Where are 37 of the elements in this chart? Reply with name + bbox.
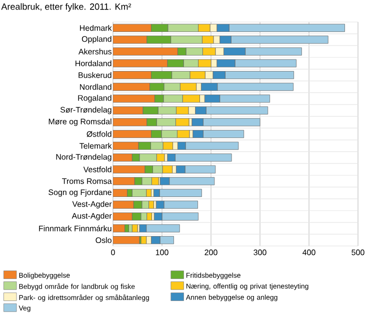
y-tick-label: Aust-Agder — [72, 212, 112, 220]
y-tick-label: Østfold — [86, 130, 112, 137]
y-tick-label: Møre og Romsdal — [48, 118, 112, 126]
x-tick-label: 0 — [111, 250, 115, 256]
y-tick-label: Nordland — [80, 84, 112, 90]
bar — [124, 224, 129, 232]
y-tick-label: Hedmark — [80, 24, 112, 31]
y-tick-label: Hordaland — [76, 60, 112, 66]
bar — [113, 71, 152, 80]
y-tick-label: Oppland — [82, 36, 112, 44]
bar — [113, 82, 150, 91]
x-tick-label: 400 — [302, 250, 316, 256]
x-tick-label: 200 — [204, 250, 218, 256]
bar — [113, 118, 148, 126]
bar — [132, 224, 138, 232]
y-tick-label: Sogn og Fjordane — [48, 189, 112, 197]
y-tick-label: Troms Romsa — [62, 178, 112, 184]
y-tick-label: Oslo — [96, 237, 112, 244]
bar — [113, 165, 146, 174]
chart-title: Arealbruk, etter fylke. 2011. Km² — [1, 3, 132, 12]
y-tick-label: Sør-Trøndelag — [60, 106, 112, 114]
bar — [113, 24, 152, 32]
x-tick-label: 300 — [254, 250, 266, 256]
y-tick-label: Finnmark Finnmárku — [39, 225, 112, 232]
bar — [113, 47, 178, 56]
x-tick-label: 100 — [156, 250, 168, 256]
bar — [113, 36, 148, 44]
y-tick-label: Telemark — [80, 142, 112, 149]
y-tick-label: Buskerud — [78, 72, 112, 78]
y-tick-label: Rogaland — [78, 94, 112, 102]
y-tick-label: Vest-Agder — [72, 200, 112, 208]
bar — [113, 94, 155, 103]
y-tick-label: Nord-Trøndelag — [56, 154, 112, 162]
bar — [113, 130, 152, 138]
y-tick-label: Vestfold — [83, 166, 112, 172]
y-tick-label: Akershus — [78, 48, 112, 54]
x-tick-label: 500 — [352, 250, 364, 256]
